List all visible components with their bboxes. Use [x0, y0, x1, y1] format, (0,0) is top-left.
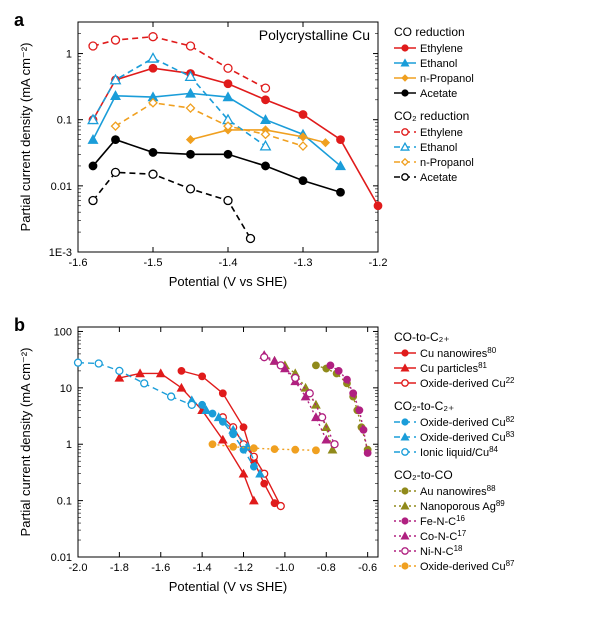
svg-text:Ethanol: Ethanol [420, 142, 457, 154]
svg-text:Partial current density (mA cm: Partial current density (mA cm⁻²) [18, 348, 33, 537]
svg-text:1: 1 [66, 439, 72, 451]
svg-text:Oxide-derived Cu22: Oxide-derived Cu22 [420, 376, 515, 390]
svg-text:-0.6: -0.6 [358, 562, 377, 574]
svg-text:Cu particles81: Cu particles81 [420, 361, 488, 375]
svg-text:0.01: 0.01 [51, 552, 72, 564]
panel-a-label: a [14, 10, 24, 31]
svg-text:Potential (V vs SHE): Potential (V vs SHE) [169, 274, 288, 289]
svg-text:Nanoporous Ag89: Nanoporous Ag89 [420, 499, 505, 513]
svg-text:CO₂-to-CO: CO₂-to-CO [394, 468, 453, 482]
svg-text:-1.4: -1.4 [193, 562, 212, 574]
svg-text:-1.4: -1.4 [219, 257, 238, 269]
svg-text:Co-N-C17: Co-N-C17 [420, 529, 467, 543]
svg-text:-1.2: -1.2 [234, 562, 253, 574]
svg-text:CO-to-C₂₊: CO-to-C₂₊ [394, 330, 450, 344]
svg-text:0.1: 0.1 [57, 496, 72, 508]
svg-text:Ethanol: Ethanol [420, 58, 457, 70]
svg-text:-1.8: -1.8 [110, 562, 129, 574]
svg-text:n-Propanol: n-Propanol [420, 157, 474, 169]
figure: a -1.6 -1.5 -1.4 -1.3 -1.2 1E-3 0.01 0.1 1 Potent… [10, 10, 581, 602]
svg-text:Ionic liquid/Cu84: Ionic liquid/Cu84 [420, 445, 499, 459]
svg-text:CO reduction: CO reduction [394, 25, 465, 39]
svg-text:0.01: 0.01 [51, 181, 72, 193]
svg-text:1: 1 [66, 49, 72, 61]
svg-text:-0.8: -0.8 [317, 562, 336, 574]
svg-text:-1.5: -1.5 [144, 257, 163, 269]
svg-text:100: 100 [54, 326, 72, 338]
svg-text:Cu nanowires80: Cu nanowires80 [420, 346, 497, 360]
svg-text:Oxide-derived Cu87: Oxide-derived Cu87 [420, 559, 515, 573]
svg-text:Acetate: Acetate [420, 172, 457, 184]
svg-text:Polycrystalline Cu: Polycrystalline Cu [259, 27, 370, 43]
svg-text:-1.2: -1.2 [369, 257, 388, 269]
svg-text:CO₂-to-C₂₊: CO₂-to-C₂₊ [394, 399, 454, 413]
svg-text:-1.0: -1.0 [275, 562, 294, 574]
svg-text:Au nanowires88: Au nanowires88 [420, 484, 496, 498]
svg-text:1E-3: 1E-3 [49, 247, 72, 259]
svg-text:Ethylene: Ethylene [420, 127, 463, 139]
svg-text:-1.3: -1.3 [294, 257, 313, 269]
svg-text:Ethylene: Ethylene [420, 43, 463, 55]
svg-text:Potential (V vs SHE): Potential (V vs SHE) [169, 579, 288, 594]
svg-text:-1.6: -1.6 [151, 562, 170, 574]
svg-text:10: 10 [60, 383, 72, 395]
panel-b: b -2.0-1.8-1.6-1.4-1.2-1.0-0.8-0.60.010.… [10, 315, 581, 602]
panel-a: a -1.6-1.5-1.4-1.3-1.21E-30.010.11Potent… [10, 10, 581, 297]
svg-text:CO₂ reduction: CO₂ reduction [394, 109, 469, 123]
svg-text:n-Propanol: n-Propanol [420, 73, 474, 85]
svg-text:Acetate: Acetate [420, 88, 457, 100]
svg-text:Partial current density (mA cm: Partial current density (mA cm⁻²) [18, 43, 33, 232]
svg-text:Fe-N-C16: Fe-N-C16 [420, 514, 466, 528]
svg-text:Ni-N-C18: Ni-N-C18 [420, 544, 463, 558]
chart-a: -1.6-1.5-1.4-1.3-1.21E-30.010.11Potentia… [10, 10, 543, 297]
svg-text:Oxide-derived Cu82: Oxide-derived Cu82 [420, 415, 515, 429]
svg-text:Oxide-derived Cu83: Oxide-derived Cu83 [420, 430, 515, 444]
panel-b-label: b [14, 315, 25, 336]
chart-b: -2.0-1.8-1.6-1.4-1.2-1.0-0.8-0.60.010.11… [10, 315, 543, 602]
svg-text:0.1: 0.1 [57, 115, 72, 127]
